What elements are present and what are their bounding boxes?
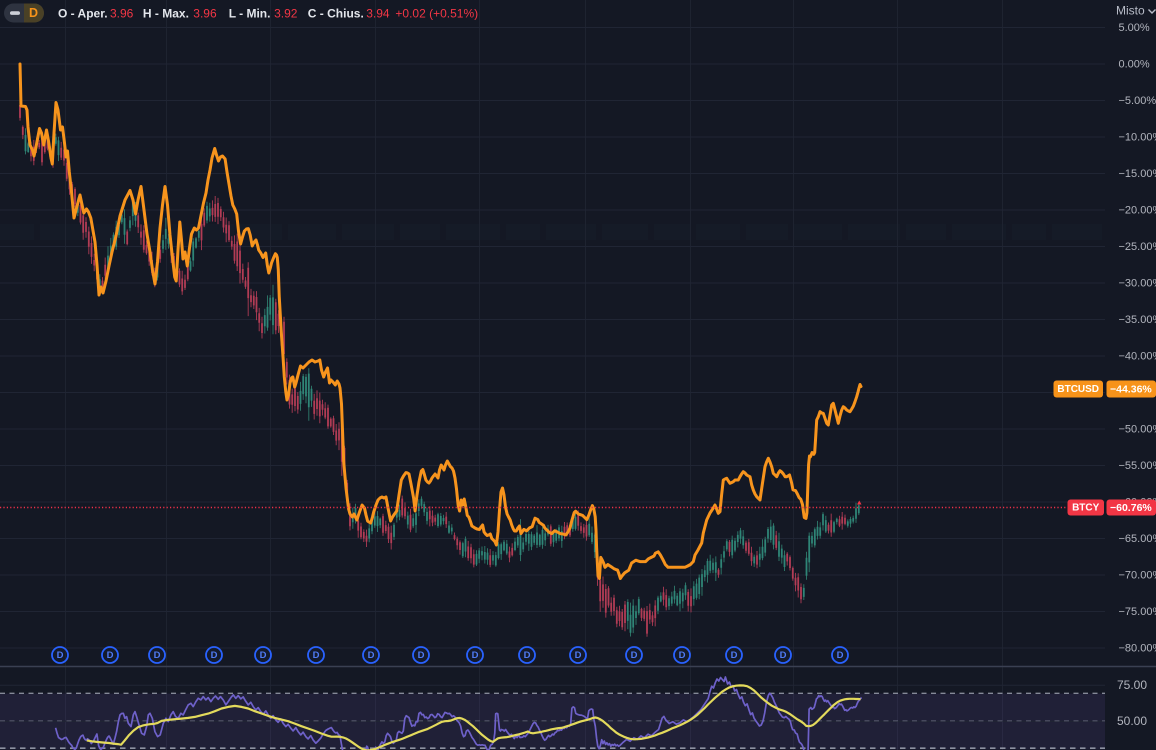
svg-text:D: D: [837, 650, 844, 661]
svg-text:H - Max.: H - Max.: [143, 7, 189, 21]
svg-text:D: D: [418, 650, 425, 661]
svg-text:−35.00%: −35.00%: [1119, 314, 1156, 326]
svg-text:−20.00%: −20.00%: [1119, 204, 1156, 216]
svg-text:D: D: [211, 650, 218, 661]
svg-text:−5.00%: −5.00%: [1119, 95, 1156, 107]
svg-text:+0.02 (+0.51%): +0.02 (+0.51%): [395, 7, 478, 21]
svg-text:D: D: [107, 650, 114, 661]
svg-text:D: D: [368, 650, 375, 661]
svg-text:−60.76%: −60.76%: [1110, 502, 1152, 514]
svg-text:D: D: [679, 650, 686, 661]
svg-text:BTCUSD: BTCUSD: [1057, 384, 1099, 395]
svg-text:−55.00%: −55.00%: [1119, 460, 1156, 472]
svg-text:Misto: Misto: [1116, 4, 1145, 18]
svg-text:−44.36%: −44.36%: [1110, 383, 1152, 395]
svg-text:0.00%: 0.00%: [1119, 58, 1150, 70]
svg-text:−10.00%: −10.00%: [1119, 131, 1156, 143]
svg-text:−65.00%: −65.00%: [1119, 533, 1156, 545]
svg-text:D: D: [780, 650, 787, 661]
svg-text:50.00: 50.00: [1117, 714, 1147, 728]
svg-text:D: D: [29, 6, 38, 20]
svg-text:−30.00%: −30.00%: [1119, 277, 1156, 289]
svg-text:C - Chius.: C - Chius.: [308, 7, 364, 21]
svg-text:−75.00%: −75.00%: [1119, 606, 1156, 618]
svg-text:3.96: 3.96: [110, 7, 134, 21]
svg-text:D: D: [731, 650, 738, 661]
svg-text:D: D: [472, 650, 479, 661]
svg-text:D: D: [524, 650, 531, 661]
svg-text:−40.00%: −40.00%: [1119, 350, 1156, 362]
svg-text:−50.00%: −50.00%: [1119, 423, 1156, 435]
svg-text:L - Min.: L - Min.: [229, 7, 271, 21]
svg-text:5.00%: 5.00%: [1119, 22, 1150, 34]
svg-text:D: D: [57, 650, 64, 661]
svg-text:D: D: [260, 650, 267, 661]
svg-text:D: D: [313, 650, 320, 661]
svg-text:3.96: 3.96: [193, 7, 217, 21]
svg-text:O - Aper.: O - Aper.: [58, 7, 108, 21]
svg-text:75.00: 75.00: [1117, 678, 1147, 692]
svg-text:−70.00%: −70.00%: [1119, 569, 1156, 581]
svg-text:3.92: 3.92: [274, 7, 298, 21]
svg-text:−80.00%: −80.00%: [1119, 642, 1156, 654]
svg-text:3.94: 3.94: [366, 7, 390, 21]
svg-text:D: D: [154, 650, 161, 661]
svg-text:D: D: [631, 650, 638, 661]
svg-text:−15.00%: −15.00%: [1119, 168, 1156, 180]
svg-text:−25.00%: −25.00%: [1119, 241, 1156, 253]
svg-text:D: D: [575, 650, 582, 661]
svg-text:BTCY: BTCY: [1072, 503, 1100, 514]
